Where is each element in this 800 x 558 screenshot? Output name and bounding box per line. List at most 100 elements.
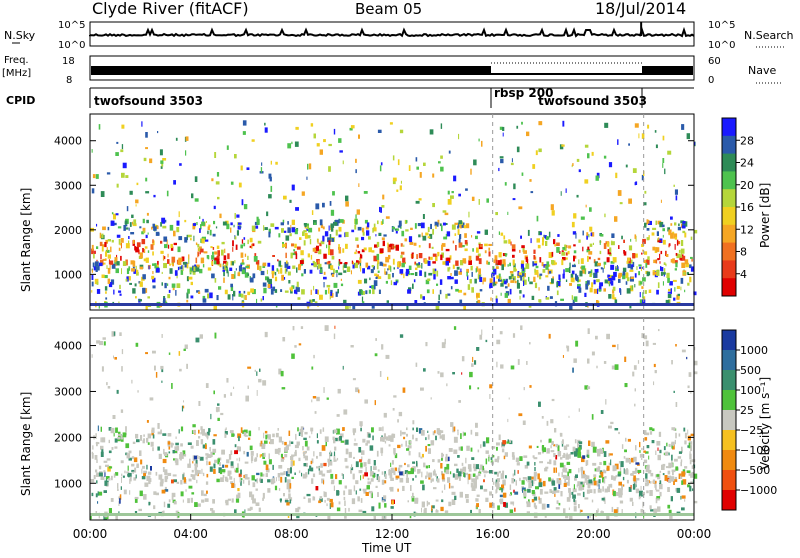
x-tick-label: 12:00 (375, 527, 410, 541)
data-cell (210, 508, 214, 511)
data-cell (207, 293, 210, 299)
data-cell (160, 474, 163, 477)
data-cell (382, 219, 384, 224)
data-cell (407, 445, 412, 449)
data-cell (671, 454, 673, 461)
data-cell (259, 454, 261, 458)
data-cell (427, 226, 430, 232)
data-cell (203, 493, 207, 497)
data-cell (612, 289, 615, 294)
data-cell (274, 289, 278, 293)
data-cell (628, 245, 633, 251)
data-cell (591, 282, 594, 288)
data-cell (249, 237, 253, 243)
data-cell (641, 133, 645, 139)
data-cell (512, 333, 516, 338)
data-cell (631, 473, 634, 476)
data-cell (328, 263, 332, 269)
data-cell (331, 273, 335, 277)
data-cell (378, 427, 382, 431)
data-cell (493, 277, 495, 283)
data-cell (212, 499, 215, 504)
data-cell (94, 261, 99, 267)
data-cell (463, 225, 466, 229)
data-cell (542, 480, 546, 487)
data-cell (563, 269, 565, 275)
data-cell (529, 342, 531, 345)
data-cell (168, 276, 171, 280)
data-cell (456, 468, 459, 473)
data-cell (569, 283, 572, 286)
data-cell (415, 272, 418, 276)
data-cell (148, 479, 151, 485)
data-cell (199, 251, 201, 255)
data-cell (225, 265, 228, 269)
data-cell (680, 277, 684, 284)
data-cell (372, 475, 375, 478)
data-cell (459, 234, 462, 239)
data-cell (412, 427, 414, 431)
data-cell (622, 273, 626, 280)
data-cell (693, 360, 698, 366)
data-cell (677, 226, 681, 231)
data-cell (344, 458, 348, 462)
data-cell (582, 484, 584, 489)
data-cell (497, 456, 500, 460)
data-cell (345, 231, 349, 237)
data-cell (629, 269, 634, 272)
nsky-label: N.Sky (4, 29, 36, 42)
data-cell (531, 490, 535, 495)
data-cell (664, 168, 666, 175)
data-cell (556, 281, 559, 288)
data-cell (136, 439, 140, 443)
data-cell (270, 160, 272, 165)
data-cell (605, 399, 607, 405)
data-cell (102, 258, 107, 261)
data-cell (457, 225, 459, 229)
data-cell (271, 270, 275, 275)
data-cell (207, 230, 209, 235)
data-cell (116, 261, 120, 266)
data-cell (258, 378, 262, 383)
data-cell (116, 438, 121, 442)
data-cell (370, 471, 373, 477)
data-cell (538, 299, 542, 303)
data-cell (91, 281, 94, 287)
data-cell (364, 278, 368, 284)
data-cell (230, 222, 233, 226)
data-cell (129, 282, 132, 285)
data-cell (294, 472, 296, 475)
data-cell (152, 239, 154, 244)
data-cell (534, 268, 536, 273)
data-cell (299, 237, 302, 240)
data-cell (668, 509, 672, 515)
data-cell (116, 234, 121, 238)
data-cell (514, 280, 517, 284)
data-cell (343, 299, 347, 304)
data-cell (131, 379, 133, 384)
data-cell (525, 478, 527, 482)
data-cell (198, 252, 200, 257)
data-cell (268, 278, 272, 284)
data-cell (581, 267, 586, 274)
data-cell (601, 497, 605, 501)
data-cell (463, 472, 465, 477)
data-cell (91, 269, 93, 273)
data-cell (132, 260, 134, 265)
data-cell (188, 276, 193, 280)
data-cell (380, 207, 382, 213)
data-cell (262, 262, 267, 267)
data-cell (611, 475, 614, 480)
data-cell (604, 122, 609, 128)
data-cell (334, 446, 337, 451)
data-cell (201, 468, 203, 475)
data-cell (572, 446, 576, 453)
data-cell (396, 189, 399, 192)
data-cell (332, 191, 335, 196)
data-cell (392, 434, 395, 437)
data-cell (573, 250, 577, 254)
data-cell (562, 455, 566, 458)
data-cell (315, 289, 318, 294)
data-cell (283, 471, 286, 475)
data-cell (361, 249, 365, 253)
